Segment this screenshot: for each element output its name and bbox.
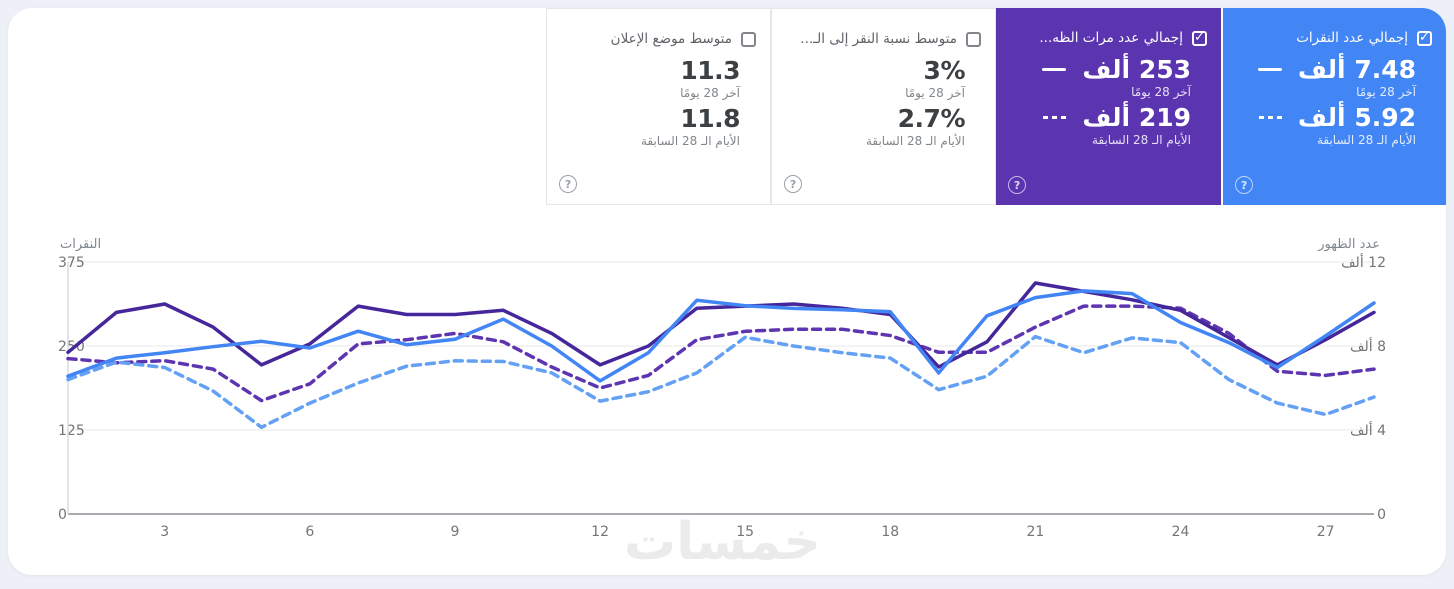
help-icon[interactable]: ? xyxy=(1235,176,1253,194)
previous-period-value: 2.7% xyxy=(897,104,966,133)
card-title: متوسط نسبة النقر إلى الـ... xyxy=(800,31,957,47)
series-clicks-previous xyxy=(66,334,1376,430)
left-axis-tick-label: 0 xyxy=(58,507,67,523)
help-icon[interactable]: ? xyxy=(1008,176,1026,194)
card-title: إجمالي عدد مرات الظه... xyxy=(1039,30,1183,46)
solid-line-indicator xyxy=(1042,68,1067,71)
average-position-checkbox[interactable] xyxy=(741,31,756,47)
x-axis-tick-label: 3 xyxy=(160,524,169,540)
current-period-caption: آخر 28 يومًا xyxy=(1356,85,1416,99)
previous-period-caption: الأيام الـ 28 السابقة xyxy=(640,134,740,148)
x-axis-tick-label: 12 xyxy=(591,524,609,540)
x-axis-tick-label: 9 xyxy=(451,524,460,540)
current-period-caption: آخر 28 يومًا xyxy=(1131,85,1191,99)
x-axis-tick-label: 15 xyxy=(736,524,754,540)
right-axis-tick-label: 0 xyxy=(1377,507,1386,523)
left-axis-tick-label: 375 xyxy=(58,255,85,271)
metric-card-total-impressions[interactable]: إجمالي عدد مرات الظه... 253 ألف آخر 28 ي… xyxy=(996,8,1221,205)
x-axis-tick-label: 18 xyxy=(881,524,899,540)
help-icon[interactable]: ? xyxy=(784,175,802,193)
x-axis-tick-label: 24 xyxy=(1172,524,1190,540)
current-period-value: 11.3 xyxy=(680,56,740,85)
right-axis-title: عدد الظهور xyxy=(1317,237,1380,252)
card-title: متوسط موضع الإعلان xyxy=(610,31,732,47)
previous-period-value: 11.8 xyxy=(680,104,740,133)
previous-period-value: 219 ألف xyxy=(1082,103,1191,132)
solid-line-indicator xyxy=(1257,68,1282,71)
previous-period-caption: الأيام الـ 28 السابقة xyxy=(1091,133,1191,147)
previous-period-caption: الأيام الـ 28 السابقة xyxy=(865,134,965,148)
metric-cards-row: إجمالي عدد النقرات 7.48 ألف آخر 28 يومًا… xyxy=(546,8,1446,205)
current-period-caption: آخر 28 يومًا xyxy=(680,86,740,100)
current-period-value: 3% xyxy=(923,56,966,85)
right-axis-tick-label: 12 ألف xyxy=(1341,253,1386,271)
x-axis-tick-label: 27 xyxy=(1317,524,1335,540)
dashed-line-indicator xyxy=(1042,116,1067,119)
metric-card-average-ctr[interactable]: متوسط نسبة النقر إلى الـ... 3% آخر 28 يو… xyxy=(771,8,996,205)
x-axis-tick-label: 6 xyxy=(305,524,314,540)
series-impressions-current xyxy=(66,281,1376,369)
watermark: خمسات xyxy=(624,512,822,572)
help-icon[interactable]: ? xyxy=(559,175,577,193)
right-axis-tick-label: 4 ألف xyxy=(1350,421,1386,439)
chart-area: 375 12 ألف 250 8 ألف 125 4 ألف 0 0 النقرات عدد ال… xyxy=(8,232,1446,544)
previous-period-caption: الأيام الـ 28 السابقة xyxy=(1316,133,1416,147)
total-clicks-checkbox[interactable] xyxy=(1417,30,1432,46)
left-axis-title: النقرات xyxy=(60,237,101,252)
card-title: إجمالي عدد النقرات xyxy=(1296,30,1408,46)
current-period-value: 253 ألف xyxy=(1082,55,1191,84)
total-impressions-checkbox[interactable] xyxy=(1192,30,1207,46)
current-period-caption: آخر 28 يومًا xyxy=(905,86,965,100)
dashed-line-indicator xyxy=(1257,116,1282,119)
current-period-value: 7.48 ألف xyxy=(1297,55,1417,84)
right-axis-tick-label: 8 ألف xyxy=(1350,337,1386,355)
dashboard-card: إجمالي عدد النقرات 7.48 ألف آخر 28 يومًا… xyxy=(8,8,1446,575)
average-ctr-checkbox[interactable] xyxy=(966,31,981,47)
x-axis-tick-label: 21 xyxy=(1026,524,1044,540)
left-axis-tick-label: 125 xyxy=(58,423,85,439)
metric-card-total-clicks[interactable]: إجمالي عدد النقرات 7.48 ألف آخر 28 يومًا… xyxy=(1221,8,1446,205)
metric-card-average-position[interactable]: متوسط موضع الإعلان 11.3 آخر 28 يومًا 11.… xyxy=(546,8,771,205)
previous-period-value: 5.92 ألف xyxy=(1297,103,1417,132)
series-clicks-current xyxy=(66,289,1376,383)
